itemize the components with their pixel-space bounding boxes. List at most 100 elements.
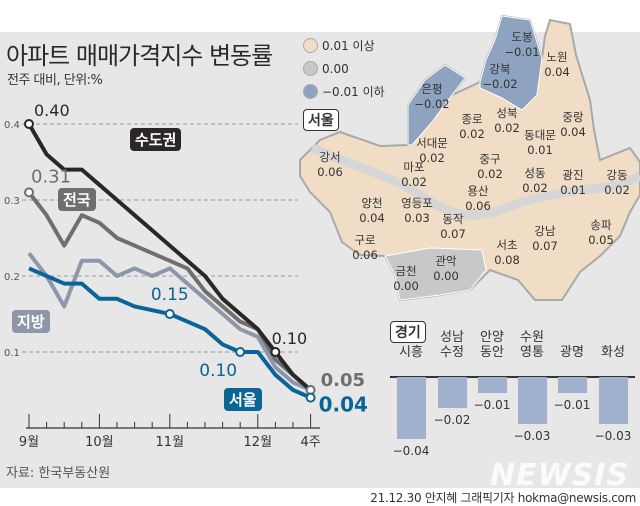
- bar-chart-title: 경기: [390, 321, 426, 343]
- legend-item-flat: 0.00: [303, 61, 349, 76]
- district-name: 성북: [496, 106, 518, 120]
- series-tag-national: 전국: [58, 188, 96, 211]
- bar-value-label: −0.01: [553, 397, 591, 412]
- district-value: −0.01: [504, 45, 540, 59]
- district-name: 강남: [534, 224, 556, 238]
- data-point-marker: [270, 347, 281, 357]
- district-name: 중랑: [562, 110, 584, 124]
- district-label: 중랑 0.04: [560, 110, 586, 140]
- legend-label: 0.01 이상: [322, 39, 375, 53]
- bar-value-label: −0.03: [513, 428, 551, 443]
- district-label: 송파 0.05: [588, 218, 614, 248]
- source-note: 자료: 한국부동산원: [6, 466, 111, 481]
- district-label: 용산 0.06: [465, 184, 491, 214]
- series-tag-seoul: 서울: [224, 388, 262, 411]
- district-label: 종로 0.02: [459, 112, 485, 142]
- data-label: 0.05: [321, 370, 365, 391]
- data-point-marker: [235, 347, 246, 357]
- district-label: 성북 0.02: [494, 106, 520, 136]
- district-value: 0.08: [494, 253, 520, 267]
- bar-category-label: 안양 동안: [480, 330, 504, 360]
- district-value: 0.05: [588, 233, 614, 247]
- district-name: 성동: [524, 166, 546, 180]
- bar: [437, 377, 467, 408]
- district-value: 0.02: [459, 127, 485, 141]
- bar-value-label: −0.01: [473, 397, 511, 412]
- map-district-eunpyeong: [407, 64, 466, 146]
- bar: [598, 377, 628, 424]
- district-value: −0.02: [414, 97, 450, 111]
- district-value: 0.02: [604, 183, 630, 197]
- bar-baseline: [390, 376, 635, 378]
- district-name: 강동: [606, 168, 628, 182]
- data-label: 0.10: [272, 329, 308, 348]
- district-name: 은평: [421, 82, 443, 96]
- district-label: 서초 0.08: [494, 238, 520, 268]
- district-label: 강서 0.06: [317, 150, 343, 180]
- map-district-geumcheon-gwanak: [384, 247, 487, 301]
- district-name: 강서: [319, 150, 341, 164]
- district-value: 0.02: [494, 121, 520, 135]
- data-label: 0.15: [151, 285, 189, 305]
- district-name: 노원: [546, 50, 568, 64]
- district-name: 마포: [403, 160, 425, 174]
- district-label: 도봉 −0.01: [504, 30, 539, 60]
- district-name: 관악: [435, 254, 457, 268]
- bar-value-label: −0.02: [433, 413, 471, 427]
- y-tick-label: 0.4: [4, 120, 20, 131]
- district-label: 금천 0.00: [393, 264, 419, 294]
- page-subtitle: 전주 대비, 단위:%: [7, 73, 103, 88]
- district-label: 노원 0.04: [544, 50, 570, 80]
- district-label: 관악 0.00: [433, 254, 459, 284]
- x-tick-label: 4주: [300, 435, 320, 450]
- district-label: 강남 0.07: [532, 224, 558, 254]
- district-label: 광진 0.01: [560, 168, 586, 198]
- district-value: 0.02: [401, 175, 427, 189]
- bar: [557, 377, 587, 393]
- district-value: 0.07: [440, 227, 466, 241]
- district-label: 양천 0.04: [359, 196, 385, 226]
- bar-category-label: 시흥: [399, 345, 423, 360]
- han-river: [310, 143, 640, 220]
- legend-swatch-down: [303, 84, 318, 99]
- series-tag-regional: 지방: [12, 310, 50, 333]
- data-label: 0.31: [31, 166, 71, 187]
- district-name: 구로: [354, 233, 376, 247]
- district-name: 강북: [489, 62, 511, 76]
- district-name: 영등포: [401, 196, 433, 210]
- watermark-logo: NEWSIS: [490, 458, 630, 493]
- district-value: 0.06: [352, 248, 378, 262]
- map-district-gangbuk-dobong: [479, 15, 543, 111]
- district-value: 0.01: [527, 143, 553, 157]
- y-tick-label: 0.2: [4, 272, 20, 283]
- district-name: 금천: [395, 264, 417, 278]
- x-tick-label: 10월: [85, 435, 114, 450]
- legend-label: 0.00: [322, 61, 349, 76]
- district-label: 강동 0.02: [604, 168, 630, 198]
- district-value: 0.04: [359, 211, 385, 225]
- bar-category-label: 성남 수정: [440, 330, 464, 360]
- bar-value-label: −0.04: [392, 444, 430, 458]
- bar: [396, 377, 426, 439]
- legend-item-down: −0.01 이하: [303, 83, 385, 100]
- district-name: 서대문: [416, 136, 448, 150]
- district-name: 중구: [479, 152, 501, 166]
- district-value: 0.04: [560, 125, 586, 139]
- bar-category-label: 광명: [560, 345, 584, 360]
- page-title: 아파트 매매가격지수 변동률: [6, 42, 273, 70]
- y-tick-label: 0.1: [4, 348, 20, 359]
- map-title: 서울: [303, 109, 339, 131]
- district-value: 0.02: [522, 181, 548, 195]
- credit-line: 21.12.30 안지혜 그래픽기자 hokma@newsis.com: [370, 491, 636, 505]
- district-label: 구로 0.06: [352, 233, 378, 263]
- district-label: 강북 −0.02: [482, 62, 517, 92]
- district-label: 동대문 0.01: [524, 128, 556, 158]
- district-value: 0.02: [419, 151, 445, 165]
- series-line-2: [27, 251, 312, 392]
- y-tick-label: 0.3: [4, 196, 20, 207]
- district-value: 0.04: [544, 65, 570, 79]
- series-tag-capital: 수도권: [130, 128, 182, 151]
- district-label: 중구 0.02: [477, 152, 503, 182]
- series-line-0: [27, 122, 312, 392]
